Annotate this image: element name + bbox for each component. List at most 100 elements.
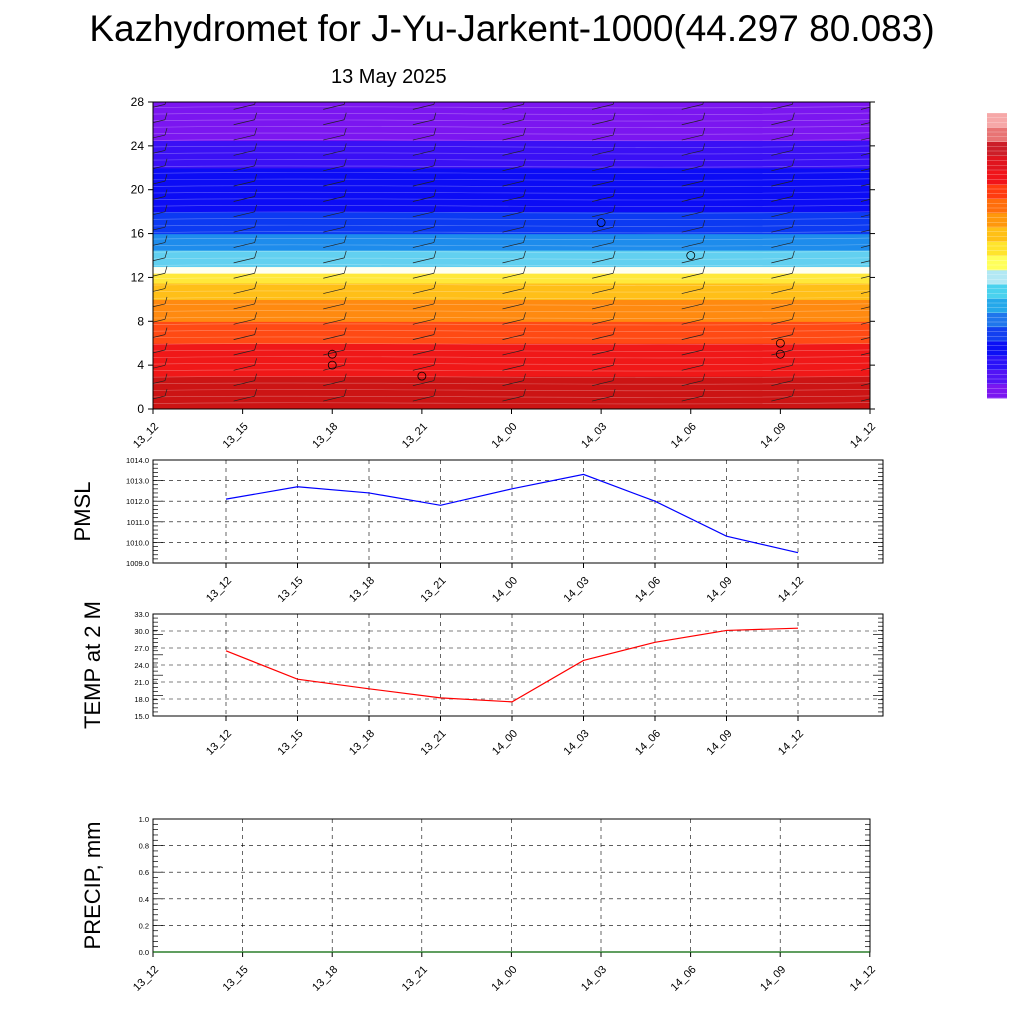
contour-line — [153, 198, 870, 201]
colorbar — [987, 112, 1007, 399]
x-tick-label: 13_21 — [400, 964, 430, 994]
wind-barb — [771, 272, 793, 279]
wind-barb — [860, 152, 870, 156]
wind-barb-flag — [433, 204, 437, 212]
wind-barb-flag — [882, 358, 884, 365]
wind-barb-flag — [702, 312, 706, 320]
shaded-layer — [153, 376, 870, 409]
wind-barb-flag — [523, 204, 526, 212]
wind-barb — [681, 303, 703, 310]
wind-barb-flag — [792, 266, 795, 274]
wind-barb — [412, 119, 434, 126]
wind-barb-flag — [702, 342, 706, 351]
y-tick-label: 27.0 — [134, 644, 149, 653]
wind-barb — [153, 134, 166, 139]
wind-barb — [771, 334, 793, 340]
wind-barb — [153, 119, 166, 123]
wind-barb-flag — [164, 296, 168, 305]
wind-barb — [681, 272, 703, 279]
wind-barb-flag — [702, 102, 704, 105]
colorbar-swatch — [987, 212, 1007, 228]
wind-barb — [323, 303, 345, 310]
y-tick-label: 1013.0 — [126, 477, 149, 486]
wind-barb — [412, 288, 434, 294]
wind-barb-flag — [612, 266, 616, 274]
wind-barb-flag — [254, 112, 257, 120]
wind-barb-flag — [523, 189, 526, 197]
wind-barb — [412, 272, 434, 279]
x-tick-label: 14_06 — [669, 964, 699, 994]
wind-barb — [771, 257, 793, 264]
wind-barb — [323, 288, 345, 294]
wind-barb — [860, 198, 870, 202]
calm-wind-marker — [775, 338, 785, 348]
wind-barb — [681, 395, 703, 402]
calm-wind-marker — [327, 360, 337, 370]
wind-barb-flag — [882, 266, 884, 273]
wind-barb-flag — [792, 388, 795, 397]
wind-barb-flag — [433, 342, 437, 351]
wind-barb — [323, 211, 345, 218]
wind-barb-flag — [523, 112, 526, 120]
series-line — [225, 627, 799, 703]
x-tick-label: 14_03 — [579, 964, 609, 994]
wind-barb — [592, 150, 614, 156]
wind-barb — [502, 226, 524, 233]
wind-barb — [502, 364, 524, 371]
colorbar-swatch — [987, 155, 1007, 171]
contour-line — [153, 389, 870, 392]
wind-barb-flag — [792, 296, 795, 305]
calm-wind-marker — [775, 349, 785, 359]
wind-barb — [412, 165, 434, 172]
wind-barb-flag — [792, 204, 795, 212]
y-tick-label: 0.0 — [139, 948, 149, 957]
wind-barb — [153, 180, 166, 185]
wind-barb — [592, 211, 614, 218]
wind-barb — [153, 211, 166, 216]
wind-barb — [153, 226, 166, 231]
x-tick-label: 13_18 — [347, 728, 377, 758]
shaded-layer — [153, 233, 870, 251]
wind-barb-flag — [164, 235, 168, 243]
contour-line — [153, 178, 870, 181]
wind-barb — [860, 291, 870, 294]
wind-barb-flag — [343, 158, 347, 166]
contour-line — [153, 119, 870, 122]
wind-barb — [412, 364, 434, 371]
y-tick-label: 1009.0 — [126, 559, 149, 568]
wind-barb-flag — [433, 174, 437, 182]
wind-barb — [592, 180, 614, 187]
wind-barb-flag — [792, 281, 795, 289]
wind-barb — [771, 196, 793, 202]
wind-barb-flag — [254, 189, 257, 197]
colorbar-swatch — [987, 312, 1007, 328]
wind-barb-flag — [792, 158, 795, 166]
colorbar-swatch — [987, 127, 1007, 142]
wind-barb-flag — [612, 296, 616, 305]
wind-barb — [592, 119, 614, 126]
wind-barb — [592, 226, 614, 233]
wind-barb-flag — [882, 236, 884, 243]
wind-barb-flag — [882, 220, 884, 227]
wind-barbs — [153, 102, 884, 402]
pmsl-panel: 13_12 13_15 13_18 13_21 14_00 14_03 14_06 14_09… — [70, 456, 884, 605]
wind-barb — [860, 352, 870, 356]
wind-barb — [233, 288, 255, 294]
wind-barb-flag — [343, 388, 347, 397]
wind-barb-flag — [523, 327, 526, 335]
wind-barb-flag — [164, 220, 168, 228]
wind-barb-flag — [523, 266, 526, 274]
contour-line — [153, 185, 870, 188]
x-tick-label: 14_03 — [562, 575, 592, 605]
wind-barb-flag — [612, 281, 616, 289]
contour-line — [153, 191, 870, 194]
colorbar-swatch — [987, 355, 1007, 370]
wind-barb — [860, 275, 870, 279]
wind-barb-flag — [612, 327, 616, 335]
x-tick-label: 14_12 — [776, 728, 806, 758]
wind-barb-flag — [612, 235, 616, 243]
wind-barb-flag — [612, 102, 615, 105]
wind-barb-flag — [433, 358, 437, 366]
wind-barb — [153, 364, 166, 369]
wind-barb-flag — [254, 388, 257, 397]
